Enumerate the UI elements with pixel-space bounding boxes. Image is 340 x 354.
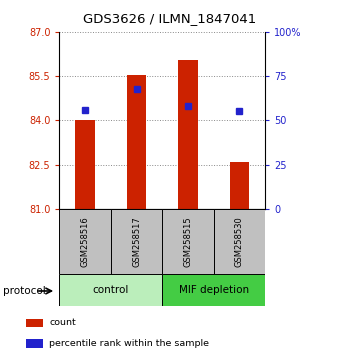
Bar (26, 319, 43, 327)
Text: GSM258517: GSM258517 (132, 216, 141, 267)
Bar (230, 162, 249, 209)
Bar (111, 209, 162, 274)
Text: protocol: protocol (3, 286, 46, 296)
Text: control: control (93, 285, 129, 295)
Bar (127, 75, 147, 209)
Bar (214, 209, 265, 274)
Text: GSM258516: GSM258516 (81, 216, 90, 267)
Bar (59, 209, 111, 274)
Bar (162, 209, 214, 274)
Text: GDS3626 / ILMN_1847041: GDS3626 / ILMN_1847041 (83, 12, 257, 25)
Text: GSM258515: GSM258515 (184, 216, 192, 267)
Bar (26, 339, 43, 348)
Text: percentile rank within the sample: percentile rank within the sample (49, 339, 209, 348)
Bar (162, 274, 265, 306)
Text: GSM258530: GSM258530 (235, 216, 244, 267)
Text: MIF depletion: MIF depletion (179, 285, 249, 295)
Bar (59, 274, 163, 306)
Bar (75, 120, 95, 209)
Text: count: count (49, 319, 76, 327)
Bar (178, 60, 198, 209)
